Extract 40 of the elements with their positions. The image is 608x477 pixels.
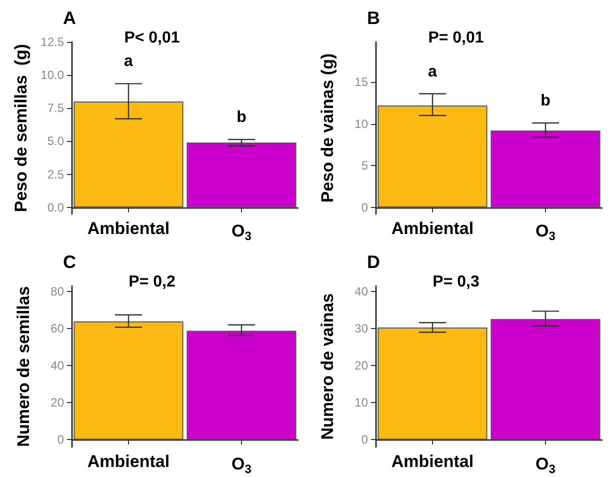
y-tick-label: 10.0	[40, 68, 64, 82]
annotation: a	[124, 53, 134, 70]
annotation: P< 0,01	[124, 30, 180, 46]
y-tick-label: 80	[50, 284, 64, 299]
y-axis-title: Peso de semillas (g)	[12, 44, 31, 212]
y-axis-title: Numero de semillas	[14, 286, 33, 447]
y-tick-label: 5	[361, 158, 368, 173]
y-tick-label: 20	[50, 396, 64, 410]
y-tick-label: 60	[50, 322, 64, 336]
y-tick-label: 7.5	[47, 101, 64, 116]
annotation: P= 0,01	[428, 30, 484, 46]
y-tick-label: 0	[361, 432, 368, 447]
chart-title: A	[63, 8, 76, 28]
x-tick-label: Ambiental	[391, 219, 474, 238]
y-tick-label: 5.0	[47, 134, 64, 148]
chart-title: D	[367, 252, 380, 272]
y-tick-label: 30	[354, 322, 368, 336]
y-axis-title: Numero de vainas	[318, 293, 337, 440]
x-tick-label: Ambiental	[391, 452, 474, 471]
y-axis-title: Peso de vainas (g)	[318, 53, 337, 203]
y-tick-label: 15	[354, 75, 368, 90]
y-tick-label: 0.0	[47, 200, 64, 214]
x-tick-label: Ambiental	[87, 452, 170, 471]
annotation: a	[428, 63, 438, 80]
chart-title: B	[367, 8, 380, 28]
annotation: b	[540, 92, 551, 110]
annotation: P= 0,3	[432, 274, 480, 290]
y-tick-label: 10	[354, 396, 368, 410]
y-tick-label: 20	[354, 358, 368, 373]
y-tick-label: 0	[361, 200, 368, 214]
chart-title: C	[63, 252, 76, 272]
x-tick-label: Ambiental	[87, 219, 170, 238]
y-tick-label: 40	[50, 358, 64, 373]
annotation: P= 0,2	[128, 274, 176, 290]
y-tick-label: 12.5	[40, 35, 64, 49]
y-tick-label: 2.5	[47, 167, 64, 182]
y-tick-label: 40	[354, 284, 368, 299]
y-tick-label: 0	[57, 432, 64, 447]
annotation: b	[236, 109, 247, 126]
y-tick-label: 10	[354, 116, 368, 131]
